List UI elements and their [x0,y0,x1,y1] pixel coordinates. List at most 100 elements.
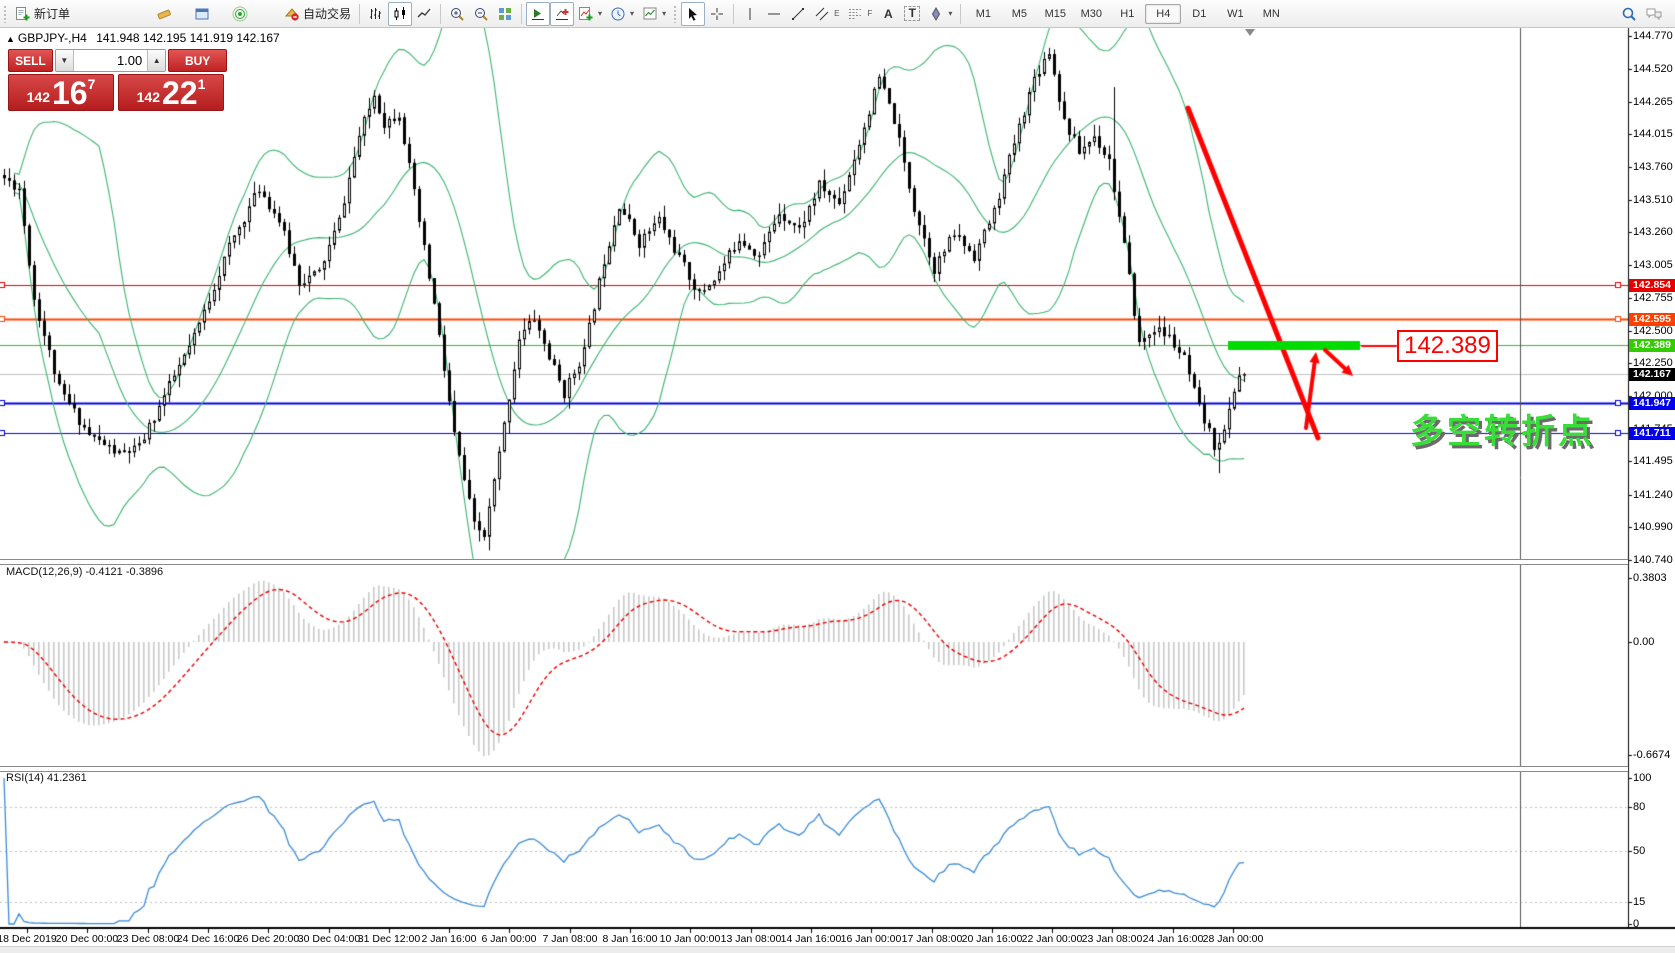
ohlc-values: 141.948 142.195 141.919 142.167 [96,31,280,45]
buy-price-sup: 1 [197,76,206,92]
chevron-down-icon: ▾ [598,9,603,18]
volume-decrease-button[interactable]: ▼ [55,50,74,71]
timeframe-h1-button[interactable]: H1 [1120,7,1135,20]
periods-button[interactable]: ▾ [606,2,638,26]
signal-icon [232,6,248,21]
fibonacci-tool-button[interactable]: F [843,2,876,26]
chevron-down-icon: ▾ [948,9,953,18]
indicators-icon [579,6,593,20]
timeframe-m1-button[interactable]: M1 [975,7,991,20]
macd-name: MACD(12,26,9) [6,566,83,578]
one-click-toggle-icon[interactable]: ▲ [6,34,15,44]
turning-point-annotation[interactable]: 多空转折点 [1410,413,1595,451]
bar-chart-type-button[interactable] [364,2,388,26]
chart-window-button[interactable] [190,2,214,26]
timeframe-mn-button[interactable]: MN [1262,7,1280,20]
auto-scroll-button[interactable] [526,1,551,26]
chat-icon [1646,8,1662,20]
candle-chart-type-button[interactable] [388,1,413,26]
toolbar-separator [359,3,361,24]
rsi-value: 41.2361 [46,772,87,784]
crosshair-tool-button[interactable] [705,2,729,26]
line-chart-type-button[interactable] [412,2,436,26]
shapes-tool-button[interactable]: ▾ [924,2,956,26]
search-button[interactable] [1617,2,1641,26]
sell-button[interactable]: SELL [8,49,53,72]
symbol-period-label: GBPJPY-,H4 [17,31,87,45]
fibonacci-tool-label: F [867,9,873,18]
timeframe-d1-button[interactable]: D1 [1192,7,1207,20]
auto-scroll-icon [532,8,545,20]
timeframe-h4-button[interactable]: H4 [1145,3,1182,24]
price-annotation-box[interactable]: 142.389 [1397,330,1498,362]
horizontal-line-icon [768,13,781,14]
sell-price-button[interactable]: 142 16 7 [8,74,114,111]
buy-price-button[interactable]: 142 22 1 [118,74,224,111]
autotrading-label: 自动交易 [303,7,352,21]
indicators-button[interactable]: ▾ [574,2,606,26]
timeframe-toolbar: M1 M5 M15 M30 H1 H4 D1 W1 MN [965,3,1289,24]
volume-increase-button[interactable]: ▲ [147,50,166,71]
templates-button[interactable]: ▾ [638,2,670,26]
chevron-down-icon: ▾ [662,9,667,18]
toolbar-separator [733,3,735,24]
buy-price-prefix: 142 [136,89,160,105]
rsi-indicator-label: RSI(14) 41.2361 [6,772,87,784]
timeframe-w1-button[interactable]: W1 [1227,7,1244,20]
new-order-button[interactable]: 新订单 [11,2,74,26]
buy-button[interactable]: BUY [168,49,227,72]
trendline-tool-button[interactable] [786,2,810,26]
toolbar-separator [521,3,523,24]
timeframe-m5-button[interactable]: M5 [1011,7,1027,20]
toolbar-grip [3,4,8,23]
channel-tool-label: E [834,9,840,18]
toolbar-separator [440,3,442,24]
vertical-line-icon [749,7,751,20]
horizontal-line-tool-button[interactable] [762,2,786,26]
cursor-icon [689,7,698,21]
sell-price-sup: 7 [87,76,96,92]
one-click-trading-panel: SELL ▼ 1.00 ▲ BUY 142 16 7 142 22 1 [8,49,227,111]
clock-icon [611,7,625,20]
chart-shift-icon [556,8,569,20]
chat-button[interactable] [1641,2,1667,26]
search-icon [1622,7,1636,21]
timeframe-m15-button[interactable]: M15 [1044,7,1067,20]
equidistant-channel-icon [815,7,829,20]
vertical-line-tool-button[interactable] [738,2,762,26]
eraser-icon [157,9,171,19]
panel-splitter[interactable] [0,559,1628,565]
chart-shift-button[interactable] [550,1,575,26]
macd-main-value: -0.4121 [85,566,123,578]
text-tool-icon: A [883,6,893,21]
buy-price-big: 22 [161,75,198,111]
zoom-in-button[interactable] [445,2,469,26]
zoom-out-button[interactable] [469,2,493,26]
chart-window-icon [195,8,209,19]
timeframe-m30-button[interactable]: M30 [1080,7,1103,20]
chart-shift-marker-icon [1245,29,1255,36]
chevron-down-icon: ▾ [630,9,635,18]
zoom-in-icon [451,7,464,21]
signal-button[interactable] [228,2,252,26]
macd-indicator-label: MACD(12,26,9) -0.4121 -0.3896 [6,566,163,578]
sell-price-big: 16 [51,75,88,111]
autotrading-button[interactable]: 自动交易 [280,2,355,26]
sell-price-prefix: 142 [26,89,50,105]
main-toolbar: 新订单 自动交易 [0,0,1675,28]
cursor-tool-button[interactable] [681,1,706,26]
volume-value[interactable]: 1.00 [116,53,143,68]
eraser-button[interactable] [152,2,176,26]
channel-tool-button[interactable]: E [810,2,843,26]
autotrading-icon [284,6,300,22]
status-strip [0,946,1675,953]
new-order-icon [15,6,31,22]
label-tool-button[interactable]: T [900,2,924,26]
panel-splitter[interactable] [0,766,1628,772]
text-tool-button[interactable]: A [876,2,900,26]
macd-signal-value: -0.3896 [125,566,164,578]
tile-windows-button[interactable] [493,2,517,26]
trendline-icon [792,7,805,20]
